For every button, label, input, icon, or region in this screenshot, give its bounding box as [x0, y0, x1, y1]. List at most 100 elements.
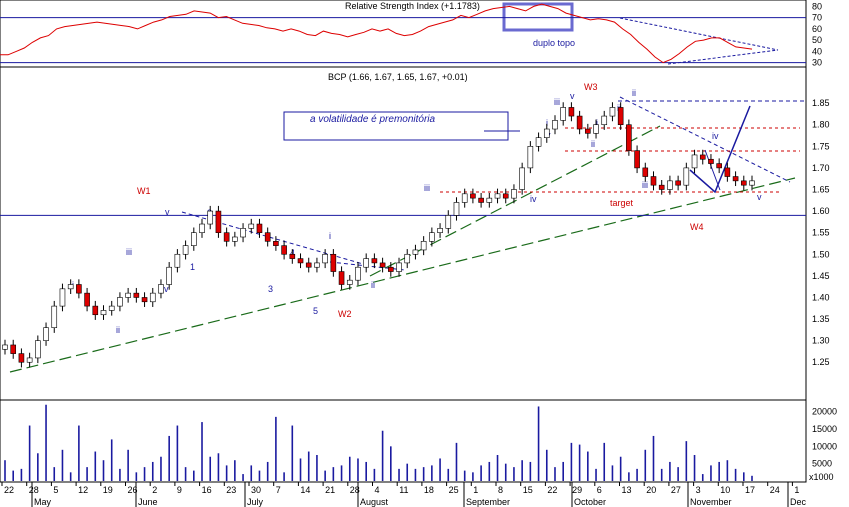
- candle-body: [84, 292, 90, 307]
- candle-body: [511, 189, 517, 199]
- candle-body: [437, 228, 443, 233]
- wave-minor-ii-3: ii: [591, 139, 595, 149]
- candle-body: [699, 154, 706, 160]
- candle-body: [691, 154, 698, 169]
- candle-body: [429, 232, 435, 242]
- wave-num-1: 1: [190, 262, 195, 272]
- candle-body: [199, 223, 205, 233]
- candle-body: [568, 107, 575, 117]
- month-label: October: [574, 497, 606, 507]
- candle-body: [314, 262, 320, 268]
- candle-body: [297, 258, 304, 264]
- wave-minor-iv-1: iv: [162, 284, 169, 294]
- candle-body: [494, 193, 501, 199]
- candle-body: [642, 167, 649, 177]
- candle-body: [412, 249, 419, 255]
- day-tick-label: 26: [128, 485, 138, 495]
- price-tick-label: 1.50: [812, 249, 830, 259]
- day-tick-label: 9: [177, 485, 182, 495]
- day-tick-label: 15: [523, 485, 533, 495]
- candle-body: [26, 357, 33, 363]
- price-tick-label: 1.60: [812, 206, 830, 216]
- day-tick-label: 11: [399, 485, 408, 495]
- candle-body: [658, 184, 665, 190]
- candle-body: [732, 176, 739, 182]
- price-tick-label: 1.70: [812, 163, 830, 173]
- candle-body: [18, 353, 25, 363]
- candle-body: [675, 180, 681, 186]
- candle-body: [470, 193, 476, 199]
- candle-body: [264, 232, 271, 242]
- candle-body: [724, 167, 731, 177]
- day-tick-label: 10: [720, 485, 730, 495]
- day-tick-label: 1: [473, 485, 478, 495]
- projection-path: [689, 105, 751, 194]
- candle-body: [67, 284, 74, 290]
- wave-minor-ii-4: ii: [632, 88, 636, 98]
- wave-W4: W4: [690, 222, 704, 232]
- volume-tick-label: 20000: [812, 407, 837, 417]
- day-tick-label: 23: [226, 485, 236, 495]
- wave-minor-v-3: v: [570, 91, 575, 101]
- double-top-label: duplo topo: [533, 38, 575, 48]
- candle-body: [552, 120, 558, 130]
- day-tick-label: 13: [622, 485, 632, 495]
- candle-body: [207, 210, 214, 225]
- volume-layer: 20000 15000 10000 5000 x1000: [4, 404, 837, 482]
- candle-body: [535, 137, 542, 147]
- candle-body: [486, 197, 493, 203]
- day-tick-label: 28: [350, 485, 360, 495]
- candles-layer: 1.85 1.80 1.75 1.70 1.65 1.60 1.55 1.50 1.45 1.40…: [0, 98, 830, 368]
- price-tick-label: 1.85: [812, 98, 830, 108]
- candle-body: [2, 344, 8, 350]
- candle-body: [191, 232, 197, 246]
- candle-body: [256, 223, 263, 233]
- candle-body: [461, 193, 468, 203]
- rsi-tick-label: 30: [812, 58, 822, 68]
- candle-body: [404, 253, 411, 264]
- candle-body: [617, 107, 624, 126]
- price-tick-label: 1.65: [812, 184, 830, 194]
- candle-body: [51, 305, 58, 328]
- trendline-steep: [369, 125, 661, 277]
- candle-body: [749, 180, 755, 186]
- candle-body: [281, 245, 287, 255]
- candle-body: [527, 146, 534, 169]
- volume-tick-label: 10000: [812, 441, 837, 451]
- rsi-trendline-bottom: [667, 49, 779, 65]
- candle-body: [92, 305, 99, 316]
- candle-body: [240, 228, 246, 238]
- candle-body: [248, 223, 255, 229]
- candle-body: [626, 124, 632, 151]
- wave-minor-iii-2: iii: [424, 183, 430, 193]
- month-label: November: [690, 497, 732, 507]
- day-tick-label: 2: [152, 485, 157, 495]
- price-tick-label: 1.55: [812, 228, 830, 238]
- day-tick-label: 27: [671, 485, 681, 495]
- price-tick-label: 1.30: [812, 336, 830, 346]
- projection-path-2: [704, 149, 721, 191]
- day-tick-label: 18: [424, 485, 434, 495]
- price-tick-label: 1.45: [812, 271, 830, 281]
- candle-body: [108, 305, 115, 311]
- wave-minor-v-1: v: [165, 207, 170, 217]
- month-label: Dec: [790, 497, 807, 507]
- wave-minor-i-3: i: [546, 118, 548, 128]
- candle-body: [420, 241, 427, 251]
- rsi-panel: [0, 0, 807, 68]
- candle-body: [232, 236, 238, 242]
- candle-body: [166, 266, 172, 285]
- candle-body: [59, 288, 66, 307]
- day-tick-label: 6: [597, 485, 602, 495]
- wave-minor-iv-2: iv: [530, 194, 537, 204]
- wave-minor-i-2: i: [329, 231, 331, 241]
- day-tick-label: 12: [78, 485, 88, 495]
- candle-body: [708, 158, 714, 164]
- candle-body: [601, 115, 608, 126]
- price-tick-label: 1.80: [812, 120, 830, 130]
- candle-body: [453, 202, 460, 216]
- candle-body: [182, 245, 189, 255]
- day-tick-label: 25: [449, 485, 459, 495]
